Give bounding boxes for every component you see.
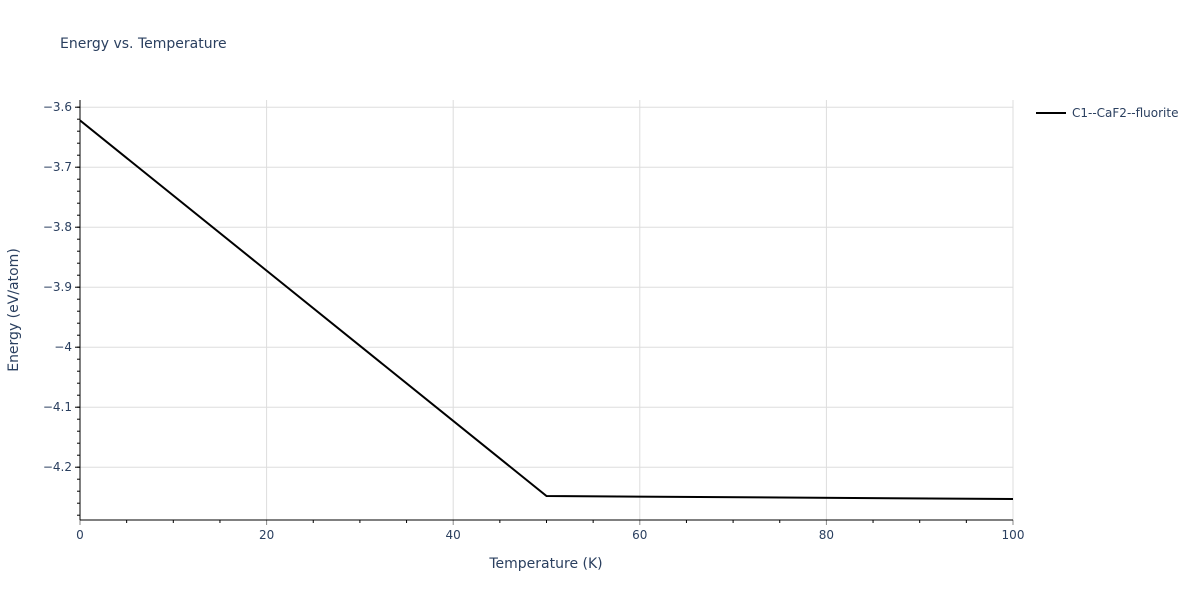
- x-tick-label: 0: [76, 528, 84, 542]
- x-tick-label: 20: [259, 528, 274, 542]
- y-tick-label: −4: [54, 340, 72, 354]
- x-axis-title: Temperature (K): [488, 556, 602, 572]
- y-tick-label: −3.6: [43, 100, 72, 114]
- y-tick-label: −4.2: [43, 460, 72, 474]
- y-axis-title: Energy (eV/atom): [6, 248, 22, 372]
- x-tick-label: 60: [632, 528, 647, 542]
- y-tick-label: −3.9: [43, 280, 72, 294]
- series-lines: [79, 119, 1014, 500]
- y-tick-label: −3.8: [43, 220, 72, 234]
- legend-line-icon: [1036, 112, 1066, 114]
- axes: [75, 100, 1014, 525]
- series-line: [79, 119, 1014, 500]
- x-tick-label: 40: [446, 528, 461, 542]
- tick-labels: 0 20 40 60 80 100 −3.6 −3.7 −3.8 −3.9 −4 −4.1 −4.2: [43, 100, 1025, 542]
- legend[interactable]: C1--CaF2--fluorite: [1036, 106, 1178, 120]
- x-tick-label: 100: [1002, 528, 1025, 542]
- grid-lines: [80, 100, 1014, 520]
- chart-title: Energy vs. Temperature: [60, 36, 227, 52]
- y-tick-label: −3.7: [43, 160, 72, 174]
- legend-label: C1--CaF2--fluorite: [1072, 106, 1179, 120]
- x-tick-label: 80: [819, 528, 834, 542]
- y-tick-label: −4.1: [43, 400, 72, 414]
